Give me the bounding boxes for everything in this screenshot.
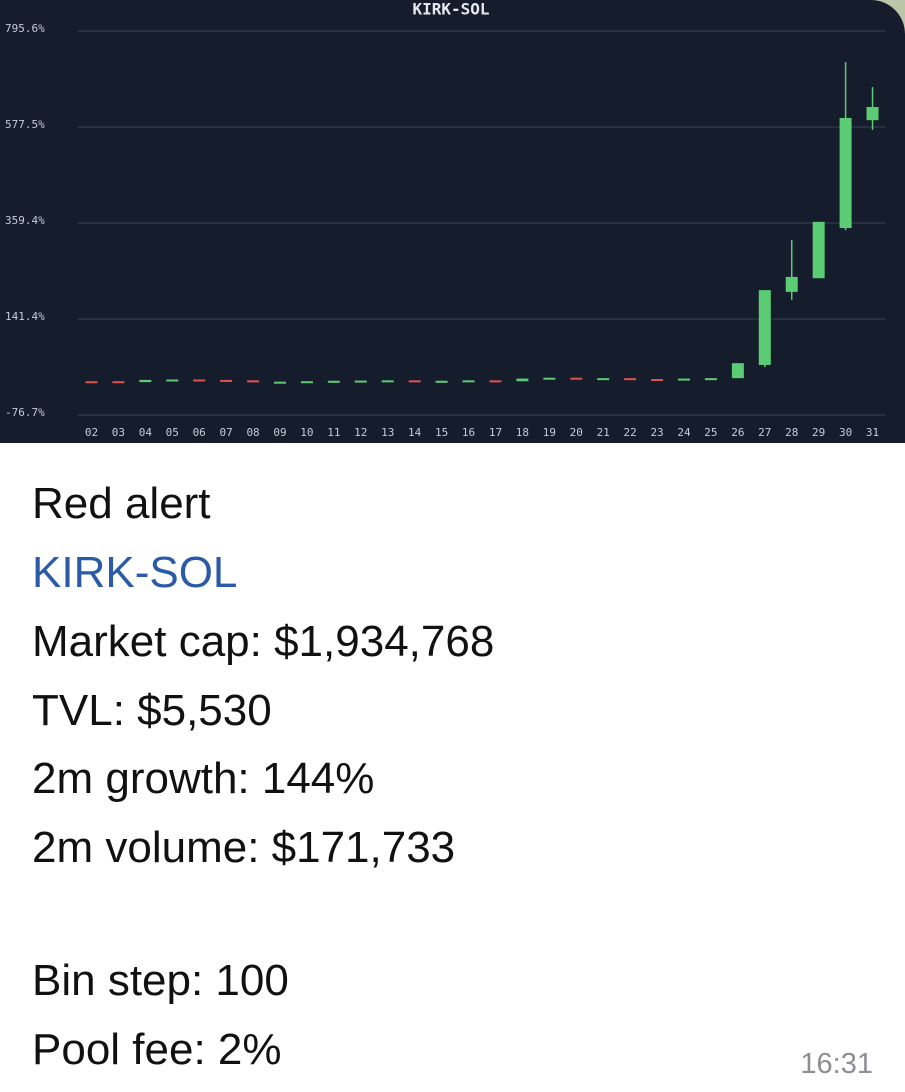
x-tick-label: 11 [327, 426, 340, 439]
candle-body [193, 379, 206, 382]
message-line: Market cap: $1,934,768 [32, 617, 495, 666]
candle-body [247, 380, 260, 383]
x-tick-label: 07 [220, 426, 233, 439]
x-tick-label: 10 [300, 426, 313, 439]
candle-body [300, 381, 313, 384]
x-tick-label: 20 [570, 426, 583, 439]
candle-body [839, 117, 852, 229]
candle-body [112, 381, 125, 384]
x-tick-label: 16 [462, 426, 475, 439]
message-title: Red alert [32, 479, 211, 528]
candle-body [866, 106, 879, 121]
candle-body [785, 276, 798, 292]
x-tick-label: 02 [85, 426, 98, 439]
message-link[interactable]: KIRK-SOL [32, 548, 238, 597]
candle-body [408, 380, 421, 383]
y-tick-label: 795.6% [5, 22, 45, 35]
x-tick-label: 08 [246, 426, 259, 439]
x-tick-label: 17 [489, 426, 502, 439]
x-tick-label: 09 [273, 426, 286, 439]
x-tick-label: 06 [193, 426, 206, 439]
x-tick-label: 23 [650, 426, 663, 439]
candle-body [731, 363, 744, 379]
x-tick-label: 26 [731, 426, 744, 439]
x-tick-label: 21 [597, 426, 610, 439]
x-tick-label: 30 [839, 426, 852, 439]
x-tick-label: 15 [435, 426, 448, 439]
x-tick-label: 12 [354, 426, 367, 439]
candle-body [489, 380, 502, 383]
x-tick-label: 18 [516, 426, 529, 439]
y-tick-label: 577.5% [5, 118, 45, 131]
x-tick-label: 22 [624, 426, 637, 439]
x-tick-label: 19 [543, 426, 556, 439]
x-tick-label: 28 [785, 426, 798, 439]
candle-body [354, 380, 367, 383]
x-tick-label: 14 [408, 426, 422, 439]
candle-body [462, 380, 475, 383]
candle-body [543, 377, 556, 380]
message-line: 2m growth: 144% [32, 754, 375, 803]
chart: KIRK-SOL -76.7% 141.4% 359.4% 577.5% 795.6% 0… [0, 0, 905, 443]
candle-body [678, 378, 690, 381]
message-line: 2m volume: $171,733 [32, 822, 456, 872]
candle-body [381, 380, 394, 383]
chart-title: KIRK-SOL [412, 0, 489, 19]
message-line: Bin step: 100 [32, 956, 289, 1005]
y-tick-label: 359.4% [5, 214, 45, 227]
y-tick-label: 141.4% [5, 310, 45, 323]
x-tick-label: 13 [381, 426, 394, 439]
message-line: Pool fee: 2% [32, 1024, 282, 1074]
candle-body [327, 380, 340, 383]
x-tick-label: 04 [139, 426, 153, 439]
candle-body [274, 381, 286, 384]
candle-body [220, 379, 233, 382]
candle-body [516, 378, 529, 382]
x-tick-label: 03 [112, 426, 125, 439]
x-tick-label: 27 [758, 426, 771, 439]
x-tick-label: 25 [704, 426, 717, 439]
message-time: 16:31 [800, 1048, 873, 1080]
candle-body [85, 381, 98, 384]
candle-body [812, 221, 825, 279]
candle-body [166, 379, 179, 382]
message-line: TVL: $5,530 [32, 685, 272, 735]
candle-body [597, 378, 610, 381]
x-tick-label: 05 [166, 426, 179, 439]
candle-body [139, 379, 152, 383]
x-tick-label: 24 [677, 426, 691, 439]
candle-body [435, 380, 448, 383]
x-tick-label: 29 [812, 426, 825, 439]
candle-body [624, 378, 637, 381]
x-tick-label: 31 [866, 426, 879, 439]
candle-body [704, 378, 717, 381]
chart-background [0, 0, 905, 443]
candle-body [758, 290, 771, 365]
y-tick-label: -76.7% [5, 406, 45, 419]
candle-body [651, 379, 664, 382]
candle-body [570, 377, 583, 380]
